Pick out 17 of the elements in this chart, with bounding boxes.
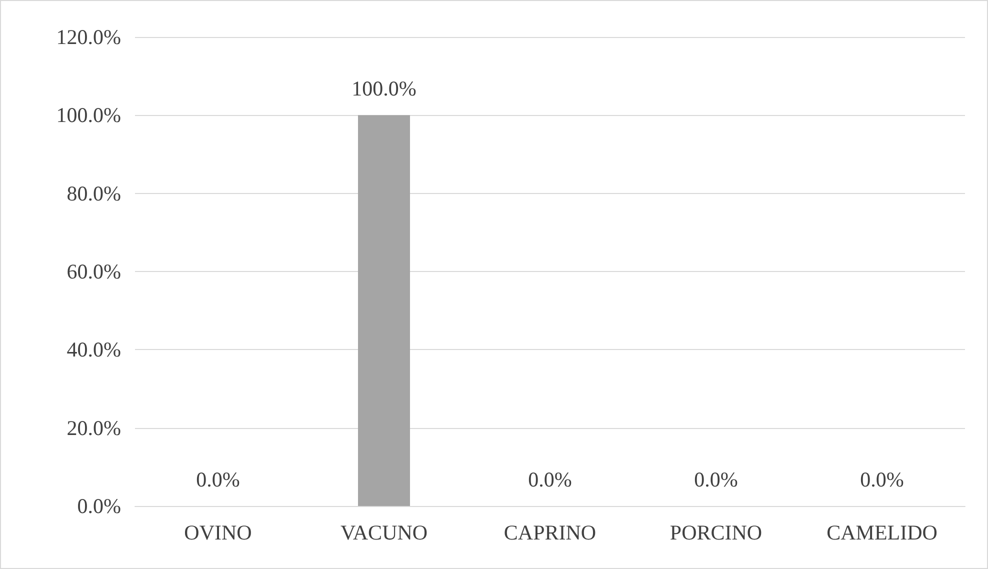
data-label: 100.0% bbox=[352, 76, 416, 101]
y-tick-label: 120.0% bbox=[56, 25, 121, 49]
y-tick-label: 20.0% bbox=[66, 416, 121, 440]
data-label: 0.0% bbox=[860, 468, 904, 492]
x-tick-label: CAMELIDO bbox=[826, 520, 938, 544]
x-tick-label: VACUNO bbox=[340, 520, 428, 544]
y-tick-label: 60.0% bbox=[66, 260, 121, 284]
data-label: 0.0% bbox=[694, 468, 738, 492]
data-label: 0.0% bbox=[528, 468, 572, 492]
x-tick-label: OVINO bbox=[184, 520, 252, 544]
x-tick-label: CAPRINO bbox=[504, 520, 596, 544]
data-label: 0.0% bbox=[196, 468, 240, 492]
x-tick-label: PORCINO bbox=[670, 520, 762, 544]
y-tick-label: 0.0% bbox=[77, 494, 121, 518]
y-tick-label: 40.0% bbox=[66, 338, 121, 362]
y-tick-label: 100.0% bbox=[56, 103, 121, 128]
y-tick-label: 80.0% bbox=[66, 181, 121, 206]
